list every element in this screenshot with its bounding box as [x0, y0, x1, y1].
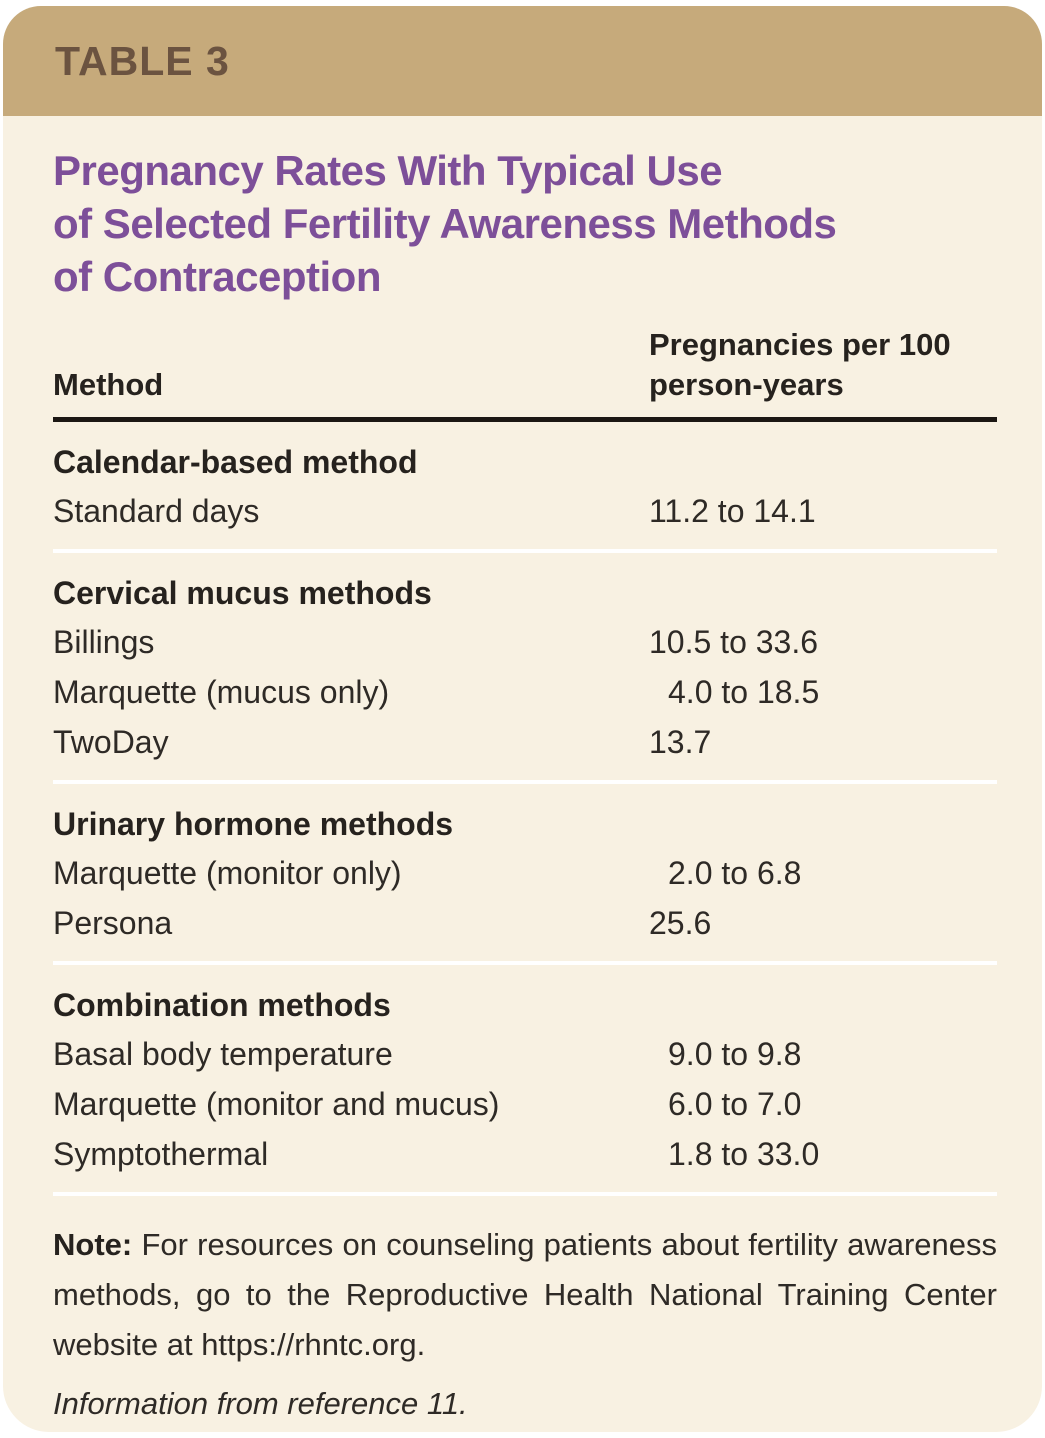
method-cell: Basal body temperature	[53, 1036, 393, 1072]
value-cell: 6.0 to 7.0	[668, 1086, 802, 1122]
table-header-band: TABLE 3	[3, 6, 1042, 116]
header-rule	[53, 417, 997, 422]
value-cell: 25.6	[649, 905, 712, 941]
source-line: Information from reference 11.	[53, 1386, 468, 1421]
section-divider	[53, 961, 997, 965]
section-heading: Calendar-based method	[53, 444, 418, 480]
column-header-method: Method	[53, 367, 164, 402]
method-cell: TwoDay	[53, 724, 169, 760]
table-row: TwoDay 13.7	[53, 717, 997, 767]
method-cell: Marquette (mucus only)	[53, 674, 390, 710]
value-cell: 9.0 to 9.8	[668, 1036, 802, 1072]
value-cell: 13.7	[649, 724, 712, 760]
table-row: Basal body temperature 9.0 to 9.8	[53, 1029, 997, 1079]
table-row: Persona 25.6	[53, 898, 997, 948]
table-row: Marquette (mucus only) 4.0 to 18.5	[53, 667, 997, 717]
table-section-urinary-hormone: Urinary hormone methods Marquette (monit…	[53, 804, 997, 948]
section-divider	[53, 780, 997, 784]
value-cell: 10.5 to 33.6	[649, 624, 819, 660]
title-line-2: of Selected Fertility Awareness Methods	[53, 200, 837, 247]
table-body: Pregnancy Rates With Typical Use of Selec…	[3, 116, 1042, 1432]
table-note: Note: For resources on counseling patien…	[53, 1220, 997, 1370]
table-row: Marquette (monitor only) 2.0 to 6.8	[53, 848, 997, 898]
value-cell: 4.0 to 18.5	[668, 674, 820, 710]
method-cell: Marquette (monitor and mucus)	[53, 1086, 500, 1122]
table-title: Pregnancy Rates With Typical Use of Selec…	[53, 144, 997, 303]
method-cell: Marquette (monitor only)	[53, 855, 402, 891]
table-row: Standard days 11.2 to 14.1	[53, 486, 997, 536]
method-cell: Symptothermal	[53, 1136, 269, 1172]
value-cell: 2.0 to 6.8	[668, 855, 802, 891]
section-heading: Combination methods	[53, 987, 391, 1023]
section-divider	[53, 549, 997, 553]
title-line-3: of Contraception	[53, 253, 381, 300]
table-number: TABLE 3	[55, 37, 230, 84]
table-row: Symptothermal 1.8 to 33.0	[53, 1129, 997, 1179]
section-heading: Cervical mucus methods	[53, 575, 432, 611]
note-text: For resources on counseling patients abo…	[53, 1227, 997, 1362]
value-cell: 1.8 to 33.0	[668, 1136, 820, 1172]
note-label: Note:	[53, 1227, 133, 1262]
column-header-value: Pregnancies per 100 person-years	[649, 325, 997, 405]
method-cell: Billings	[53, 624, 155, 660]
method-cell: Standard days	[53, 493, 260, 529]
section-divider	[53, 1192, 997, 1196]
table-card: TABLE 3 Pregnancy Rates With Typical Use…	[3, 6, 1042, 1432]
method-cell: Persona	[53, 905, 173, 941]
table-row: Marquette (monitor and mucus) 6.0 to 7.0	[53, 1079, 997, 1129]
section-heading: Urinary hormone methods	[53, 806, 454, 842]
column-header-value-line-2: person-years	[649, 367, 844, 402]
title-line-1: Pregnancy Rates With Typical Use	[53, 147, 723, 194]
table-section-calendar: Calendar-based method Standard days 11.2…	[53, 442, 997, 536]
table-section-cervical-mucus: Cervical mucus methods Billings 10.5 to …	[53, 573, 997, 767]
value-cell: 11.2 to 14.1	[649, 493, 816, 529]
column-header-value-line-1: Pregnancies per 100	[649, 327, 951, 362]
column-header-row: Method Pregnancies per 100 person-years	[53, 325, 997, 405]
table-section-combination: Combination methods Basal body temperatu…	[53, 985, 997, 1179]
table-row: Billings 10.5 to 33.6	[53, 617, 997, 667]
